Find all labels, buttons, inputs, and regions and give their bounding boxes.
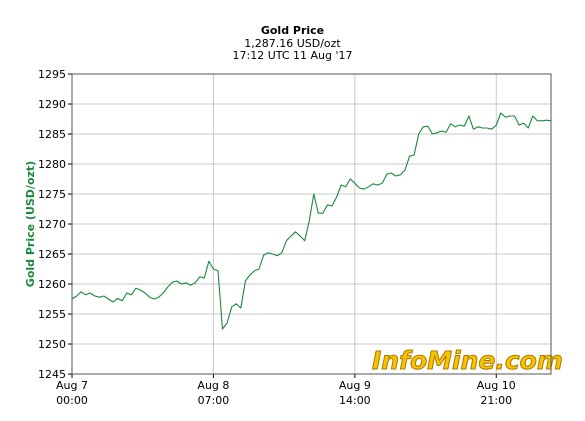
price-series	[71, 112, 552, 330]
y-tick-label: 1255	[38, 308, 66, 321]
x-tick-time-label: 14:00	[339, 394, 371, 407]
x-tick-day-label: Aug 9	[339, 379, 371, 392]
y-tick-label: 1260	[38, 278, 66, 291]
x-tick-time-label: 07:00	[198, 394, 230, 407]
y-tick-label: 1245	[38, 368, 66, 381]
current-price: 1,287.16 USD/ozt	[244, 37, 341, 50]
y-tick-label: 1295	[38, 68, 66, 81]
y-tick-label: 1290	[38, 98, 66, 111]
x-tick-time-label: 00:00	[56, 394, 88, 407]
y-tick-label: 1250	[38, 338, 66, 351]
infomine-watermark: InfoMine.com	[372, 346, 563, 375]
axes: 1245 1250 1255 1260 1265 1270 1275 1280 1285 1290…	[38, 68, 552, 407]
y-tick-label: 1270	[38, 218, 66, 231]
plot-frame	[71, 73, 552, 375]
series-line	[71, 112, 552, 330]
y-tick-label: 1285	[38, 128, 66, 141]
chart-title: Gold Price	[260, 24, 325, 37]
grid	[71, 73, 551, 375]
x-tick-day-label: Aug 10	[477, 379, 516, 392]
y-tick-label: 1280	[38, 158, 66, 171]
y-axis-label: Gold Price (USD/ozt)	[24, 161, 37, 287]
x-tick-day-label: Aug 7	[56, 379, 88, 392]
timestamp: 17:12 UTC 11 Aug '17	[232, 49, 353, 62]
y-tick-label: 1275	[38, 188, 66, 201]
y-tick-label: 1265	[38, 248, 66, 261]
x-tick-time-label: 21:00	[480, 394, 512, 407]
x-tick-day-label: Aug 8	[197, 379, 229, 392]
